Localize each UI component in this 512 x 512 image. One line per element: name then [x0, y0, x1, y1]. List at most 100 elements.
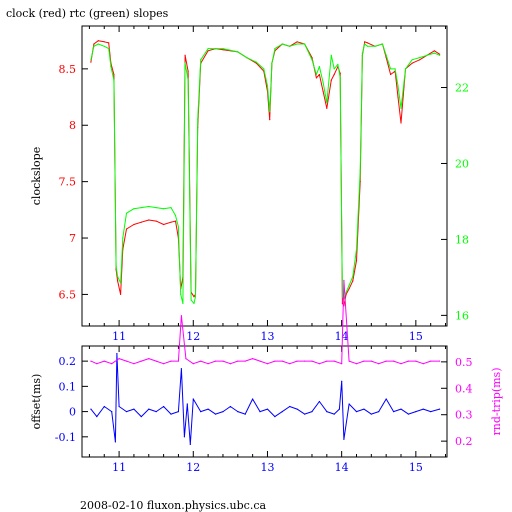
offset-y-tick-label: 0 — [69, 406, 76, 419]
series-point-clock — [326, 107, 328, 109]
series-point-rnd-trip — [229, 363, 231, 365]
series-point-clock — [341, 302, 343, 304]
series-point-rtc — [381, 43, 384, 45]
series-point-rnd-trip — [252, 358, 254, 360]
series-point-rtc — [326, 102, 328, 104]
series-point-clock — [269, 119, 271, 121]
series-point-rtc — [318, 66, 320, 68]
series-point-rnd-trip — [274, 360, 276, 362]
series-point-offset — [200, 411, 202, 413]
series-point-rnd-trip — [96, 363, 98, 365]
series-point-clock — [439, 53, 441, 55]
series-point-rnd-trip — [355, 363, 358, 365]
series-point-clock — [193, 296, 195, 298]
series-point-rtc — [339, 77, 341, 79]
series-point-offset — [207, 408, 209, 410]
series-point-rtc — [394, 68, 396, 70]
series-point-rnd-trip — [430, 360, 432, 362]
series-point-rtc — [296, 43, 298, 45]
series-point-offset — [355, 411, 358, 413]
offset-y2-tick-label: 0.3 — [455, 409, 473, 422]
series-point-rtc — [122, 237, 124, 239]
series-point-offset — [222, 411, 224, 413]
series-point-clock — [113, 73, 115, 76]
series-point-rnd-trip — [214, 360, 217, 362]
series-point-offset — [111, 411, 113, 413]
series-point-clock — [148, 219, 150, 221]
series-point-rtc — [187, 79, 189, 81]
series-point-rtc — [222, 48, 224, 50]
series-point-clock — [117, 280, 119, 282]
series-point-rnd-trip — [111, 363, 113, 365]
series-point-rtc — [93, 45, 95, 47]
series-point-clock — [97, 40, 99, 42]
series-point-clock — [108, 42, 110, 44]
slope-x-tick-label: 15 — [409, 330, 423, 343]
series-point-rnd-trip — [296, 360, 298, 362]
series-point-clock — [90, 61, 92, 63]
series-point-clock — [348, 288, 350, 290]
series-point-rtc — [364, 43, 366, 45]
series-point-rtc — [184, 62, 186, 64]
series-point-rtc — [400, 107, 402, 109]
series-point-rnd-trip — [200, 360, 202, 362]
series-point-rnd-trip — [207, 363, 209, 365]
series-point-rtc — [200, 59, 202, 61]
offset-x-tick-label: 13 — [260, 461, 274, 474]
series-point-rtc — [115, 265, 117, 267]
series-point-offset — [155, 411, 157, 413]
chart-title: clock (red) rtc (green) slopes — [6, 7, 169, 20]
series-point-rtc — [374, 45, 376, 47]
series-point-rnd-trip — [177, 360, 179, 362]
series-point-offset — [378, 411, 380, 413]
series-point-offset — [333, 413, 335, 415]
series-point-offset — [363, 408, 365, 410]
series-point-rtc — [170, 207, 172, 209]
series-point-rnd-trip — [370, 360, 372, 362]
series-point-clock — [125, 228, 128, 230]
series-point-rtc — [439, 54, 441, 56]
series-point-offset — [177, 411, 179, 413]
series-point-clock — [390, 73, 392, 76]
series-point-clock — [174, 220, 177, 222]
series-point-rtc — [315, 73, 317, 76]
series-point-rnd-trip — [222, 360, 224, 362]
series-point-rtc — [120, 282, 122, 284]
series-point-clock — [367, 42, 369, 44]
slope-y2-tick-label: 18 — [455, 233, 469, 246]
series-point-rnd-trip — [348, 360, 350, 362]
offset-plot: 11 12 13 14 15 -0.1 0 0.1 0.2 0.2 0.3 0.4 0.5 offset(… — [30, 279, 503, 474]
series-point-offset — [148, 408, 150, 410]
series-point-rtc — [110, 66, 112, 68]
slope-x-tick-label: 12 — [186, 330, 200, 343]
series-point-offset — [393, 411, 395, 413]
offset-x-tick-label: 11 — [112, 461, 126, 474]
series-point-rtc — [304, 43, 306, 45]
series-point-rtc — [97, 43, 99, 45]
series-point-rnd-trip — [140, 360, 142, 362]
series-point-rnd-trip — [415, 360, 417, 362]
slope-plot: 11 12 13 14 15 6.5 7 7.5 8 8.5 16 18 20 22 clockslope — [30, 25, 469, 343]
series-point-rnd-trip — [400, 363, 402, 365]
series-point-offset — [116, 353, 118, 355]
series-point-rnd-trip — [185, 358, 187, 360]
series-point-rtc — [180, 293, 182, 295]
series-point-rnd-trip — [439, 360, 441, 362]
offset-x-tick-label: 15 — [409, 461, 423, 474]
series-point-rtc — [140, 207, 142, 209]
series-point-clock — [163, 223, 165, 226]
series-point-rnd-trip — [326, 360, 328, 362]
series-point-offset — [252, 398, 254, 400]
series-point-rtc — [197, 119, 199, 121]
series-point-rtc — [385, 54, 387, 56]
series-point-rnd-trip — [341, 363, 343, 365]
series-point-rnd-trip — [180, 315, 182, 317]
series-point-rnd-trip — [385, 360, 387, 362]
series-point-offset — [439, 408, 441, 410]
series-point-rnd-trip — [318, 363, 320, 365]
series-line-rtc — [90, 43, 440, 304]
series-point-rtc — [90, 59, 92, 61]
series-point-rtc — [113, 79, 115, 81]
series-point-rtc — [397, 85, 399, 87]
series-point-offset — [400, 408, 402, 410]
